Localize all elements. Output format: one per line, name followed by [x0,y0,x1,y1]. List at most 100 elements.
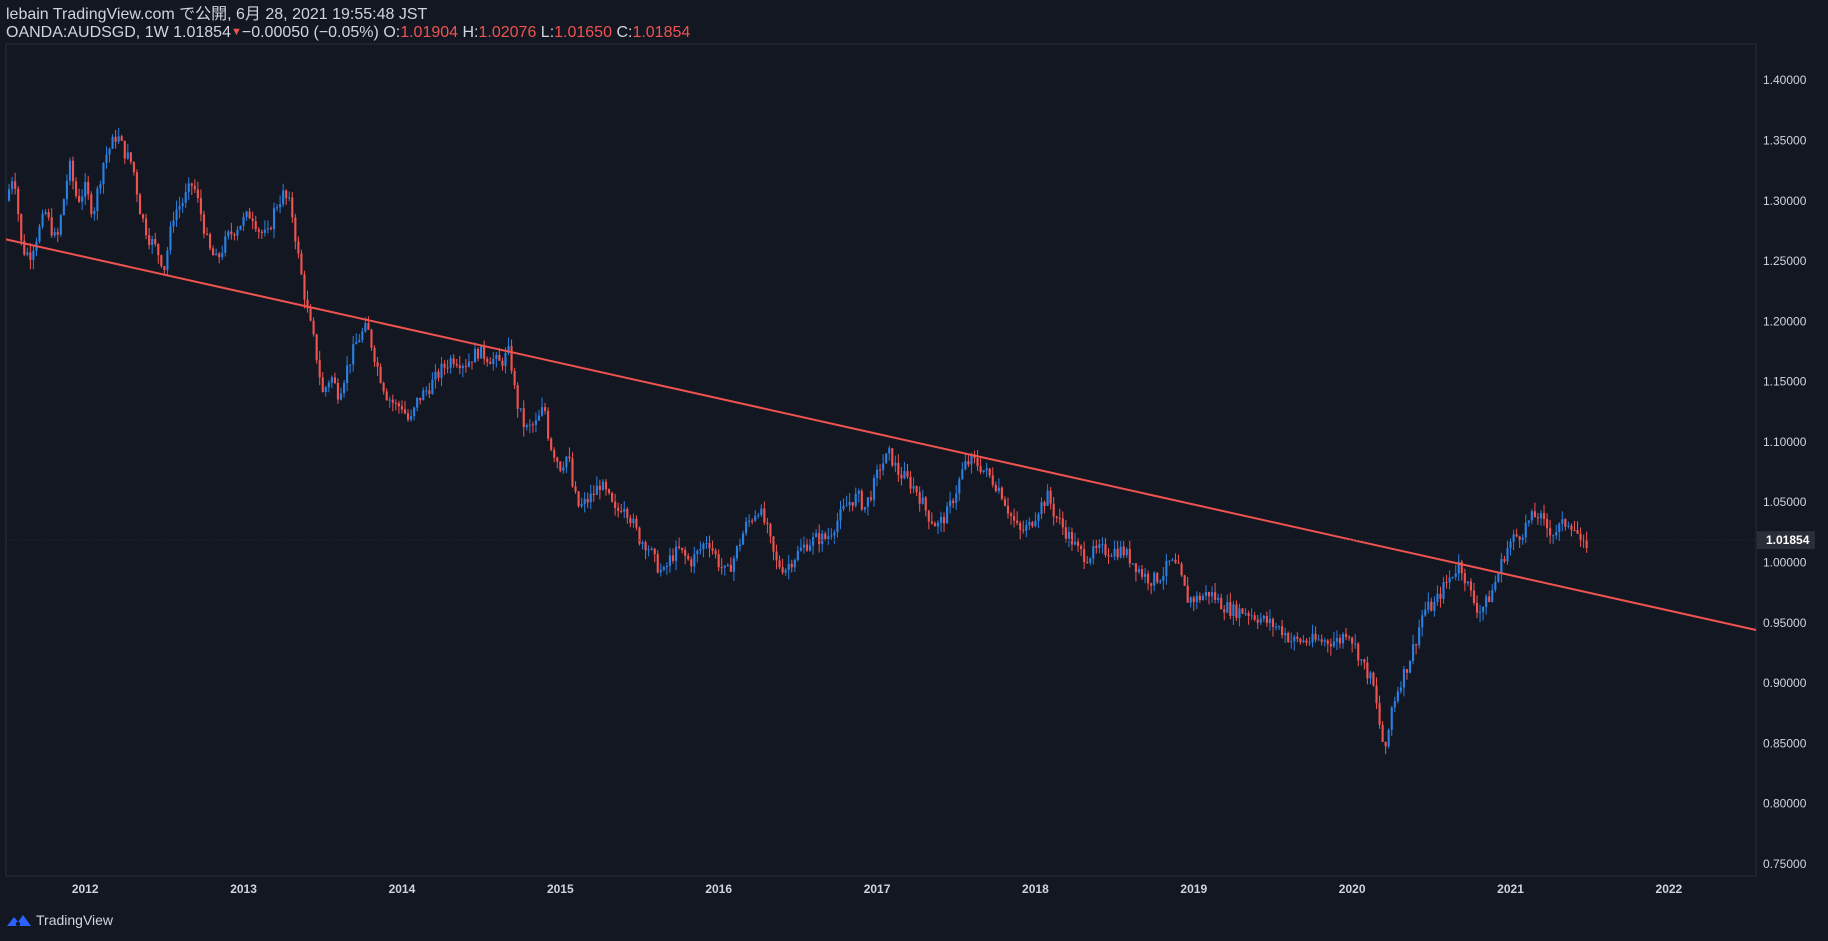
candle-body [1402,669,1405,688]
candle-body [333,377,336,384]
candle-body [1134,563,1137,573]
candle-body [1348,636,1351,638]
candle-body [714,550,717,555]
trendline[interactable] [5,238,1757,631]
candle-body [7,189,11,201]
candle-body [970,454,973,465]
candle-body [547,410,550,439]
candle-body [114,136,117,142]
candle-body [1232,604,1235,617]
candle-body [224,236,227,253]
candle-body [839,509,842,521]
candle-body [1241,608,1244,614]
candle-body [1201,595,1204,601]
candle-body [190,183,193,186]
candle-body [799,547,802,551]
candle-body [1378,703,1381,725]
candle-body [38,226,41,242]
candle-body [1512,534,1515,542]
candle-body [1037,514,1040,521]
candle-body [1479,611,1482,613]
candle-body [720,567,723,569]
y-tick-label: 1.05000 [1763,495,1807,509]
candle-body [470,361,474,363]
candle-body [145,218,148,236]
candle-body [96,188,99,211]
candle-body [1116,548,1119,558]
candle-body [59,215,62,235]
candle-body [303,274,306,300]
candle-body [1311,633,1314,643]
candle-body [964,461,967,470]
candle-body [1195,595,1198,602]
candle-body [1424,609,1427,616]
candle-body [1497,573,1500,582]
candle-body [748,520,751,522]
candle-body [1000,487,1003,500]
candle-body [869,497,873,500]
candle-body [805,544,809,551]
candle-body [1396,691,1399,702]
candle-body [406,413,410,420]
candle-body [571,458,574,487]
candle-body [47,212,50,218]
candle-body [1341,634,1345,644]
candle-body [875,469,879,479]
candle-body [1013,515,1016,521]
candle-body [1500,559,1503,574]
candle-body [1555,532,1558,536]
candle-body [979,466,982,472]
candle-body [933,523,936,527]
ohlc-line: OANDA:AUDSGD, 1W 1.01854▼−0.00050 (−0.05… [6,24,690,42]
high-value: 1.02076 [478,24,537,41]
candle-body [1052,503,1055,517]
candle-body [318,360,321,378]
candle-body [696,550,699,555]
candle-body [78,195,81,202]
candle-body [62,199,65,216]
high-label: H: [462,24,479,41]
candle-body [135,172,139,195]
candle-body [1472,590,1476,603]
candle-body [266,228,269,230]
candle-body [1025,525,1028,531]
candle-body [1006,505,1010,514]
candle-body [1253,615,1256,620]
candles-layer [7,127,1588,755]
candle-body [431,379,434,394]
candle-body [684,550,687,556]
candle-body [644,542,647,551]
candle-body [955,493,958,504]
candle-body [74,181,78,196]
candle-body [912,486,915,489]
candle-body [148,235,151,245]
candle-body [1022,529,1025,531]
candle-body [1430,601,1433,611]
y-axis[interactable]: 1.40000 1.35000 1.30000 1.25000 1.20000 1.150… [1763,73,1807,871]
x-axis[interactable]: 2012 2013 2014 2015 2016 2017 2018 2019 2020 2021… [72,882,1683,896]
candle-body [1003,499,1007,506]
candle-body [236,229,239,236]
candle-body [233,234,236,236]
candle-body [662,567,665,570]
candle-body [1384,741,1387,747]
candle-body [1338,638,1342,644]
y-tick-label: 1.10000 [1763,435,1807,449]
y-tick-label: 1.35000 [1763,133,1807,147]
candle-body [1390,707,1393,730]
candle-body [1110,556,1113,558]
candle-body [300,253,303,275]
candle-body [854,493,857,506]
candle-body [574,486,577,492]
candle-body [50,217,53,236]
candle-body [909,476,912,489]
candle-body [486,358,489,363]
candle-body [254,220,257,230]
candle-body [985,468,988,471]
candle-body [160,255,163,267]
candle-body [391,399,394,403]
candle-body [888,448,891,454]
candle-body [93,210,96,215]
candle-body [504,352,507,366]
